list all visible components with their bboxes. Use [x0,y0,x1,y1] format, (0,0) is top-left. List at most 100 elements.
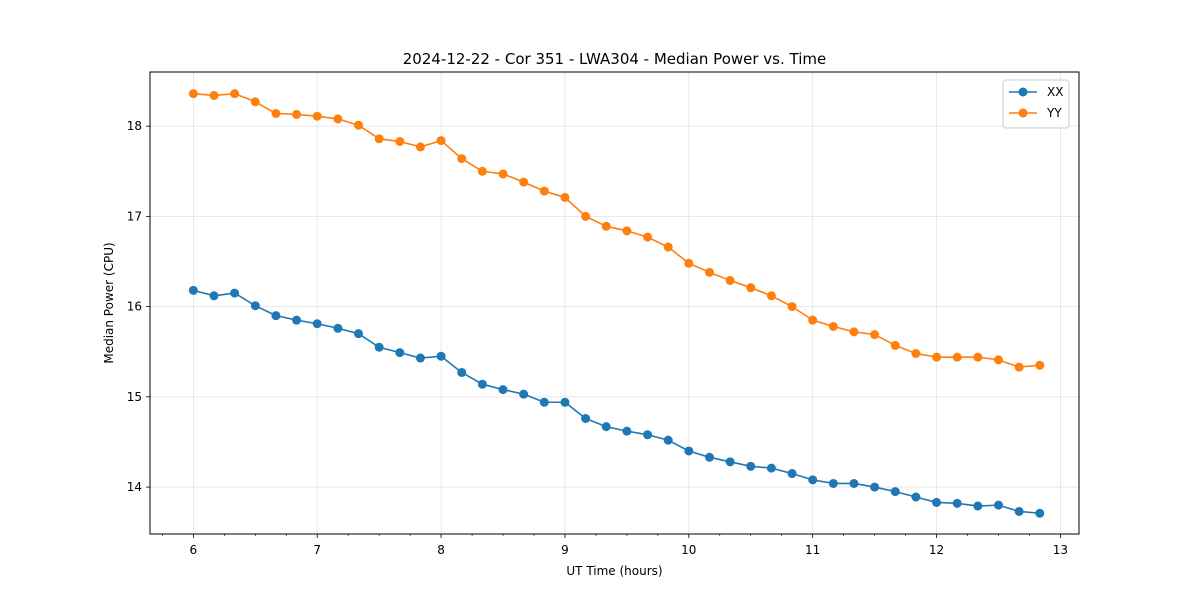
x-tick-label: 8 [437,543,445,557]
data-point-xx [436,351,446,361]
x-tick-label: 10 [681,543,696,557]
data-point-yy [581,211,591,221]
data-point-yy [828,321,838,331]
data-point-xx [787,469,797,479]
data-point-xx [952,498,962,508]
data-point-xx [539,397,549,407]
data-point-yy [560,192,570,202]
data-point-yy [209,90,219,100]
grid-lines [150,72,1079,534]
data-point-yy [932,352,942,362]
data-point-yy [622,226,632,236]
legend-marker [1018,108,1028,118]
data-point-yy [890,340,900,350]
data-point-xx [932,497,942,507]
data-point-xx [560,397,570,407]
data-point-yy [663,242,673,252]
data-point-xx [993,500,1003,510]
data-point-xx [704,452,714,462]
legend-label: XX [1047,85,1063,99]
data-point-xx [973,501,983,511]
plot-frame [149,71,1080,535]
data-point-yy [271,109,281,119]
data-point-yy [1014,362,1024,372]
x-axis: 6 7 8 9 10 11 12 13 [162,534,1068,557]
data-point-yy [188,89,198,99]
data-point-xx [477,379,487,389]
x-tick-label: 12 [929,543,944,557]
legend-item-yy: YY [1009,106,1062,120]
data-point-xx [725,457,735,467]
data-point-yy [849,327,859,337]
data-point-xx [581,414,591,423]
data-point-yy [312,111,322,121]
data-point-xx [890,487,900,497]
y-tick-label: 15 [127,390,142,404]
data-point-xx [312,319,322,329]
data-point-xx [849,478,859,488]
legend-marker [1018,87,1028,97]
data-point-xx [601,422,611,432]
data-point-yy [993,355,1003,365]
data-point-yy [870,330,880,340]
x-tick-label: 6 [190,543,198,557]
series-yy [188,89,1045,372]
data-point-yy [519,177,529,187]
y-tick-label: 18 [127,119,142,133]
data-point-xx [519,389,529,399]
x-tick-label: 13 [1053,543,1068,557]
data-point-xx [766,463,776,473]
series-layer [188,89,1045,518]
data-point-xx [1035,508,1045,518]
data-point-yy [292,109,302,119]
data-point-yy [973,352,983,362]
x-axis-label: UT Time (hours) [566,564,662,578]
data-point-xx [271,311,281,321]
data-point-xx [498,385,508,395]
data-point-yy [911,349,921,359]
data-point-xx [333,323,343,333]
x-tick-label: 11 [805,543,820,557]
data-point-xx [457,367,467,377]
x-tick-label: 9 [561,543,569,557]
data-point-xx [395,348,405,358]
legend-item-xx: XX [1009,85,1063,99]
x-tick-label: 7 [313,543,321,557]
data-point-yy [230,89,240,99]
data-point-yy [498,169,508,179]
data-point-xx [870,482,880,492]
y-tick-label: 16 [127,300,142,314]
data-point-xx [684,446,694,456]
data-point-xx [643,430,653,440]
data-point-yy [354,120,364,130]
data-point-yy [704,267,714,277]
data-point-yy [725,275,735,285]
data-point-yy [684,258,694,268]
data-point-xx [354,329,364,339]
data-point-yy [1035,360,1045,370]
data-point-yy [250,97,260,107]
y-tick-label: 14 [127,480,142,494]
data-point-xx [188,285,198,295]
data-point-yy [643,232,653,242]
chart-title: 2024-12-22 - Cor 351 - LWA304 - Median P… [403,50,827,68]
data-point-yy [787,302,797,312]
y-axis: 14 15 16 17 18 [127,119,150,494]
data-point-yy [415,142,425,152]
legend: XX YY [1002,79,1070,129]
data-point-yy [457,154,467,164]
data-point-xx [622,426,632,436]
data-point-xx [374,342,384,352]
data-point-yy [746,283,756,293]
data-point-xx [415,353,425,363]
data-point-xx [746,461,756,471]
data-point-xx [828,478,838,488]
data-point-xx [911,492,921,502]
y-axis-label: Median Power (CPU) [102,242,116,363]
data-point-yy [436,136,446,146]
data-point-yy [539,186,549,196]
data-point-xx [292,315,302,325]
series-xx [188,285,1045,518]
data-point-xx [1014,506,1024,516]
